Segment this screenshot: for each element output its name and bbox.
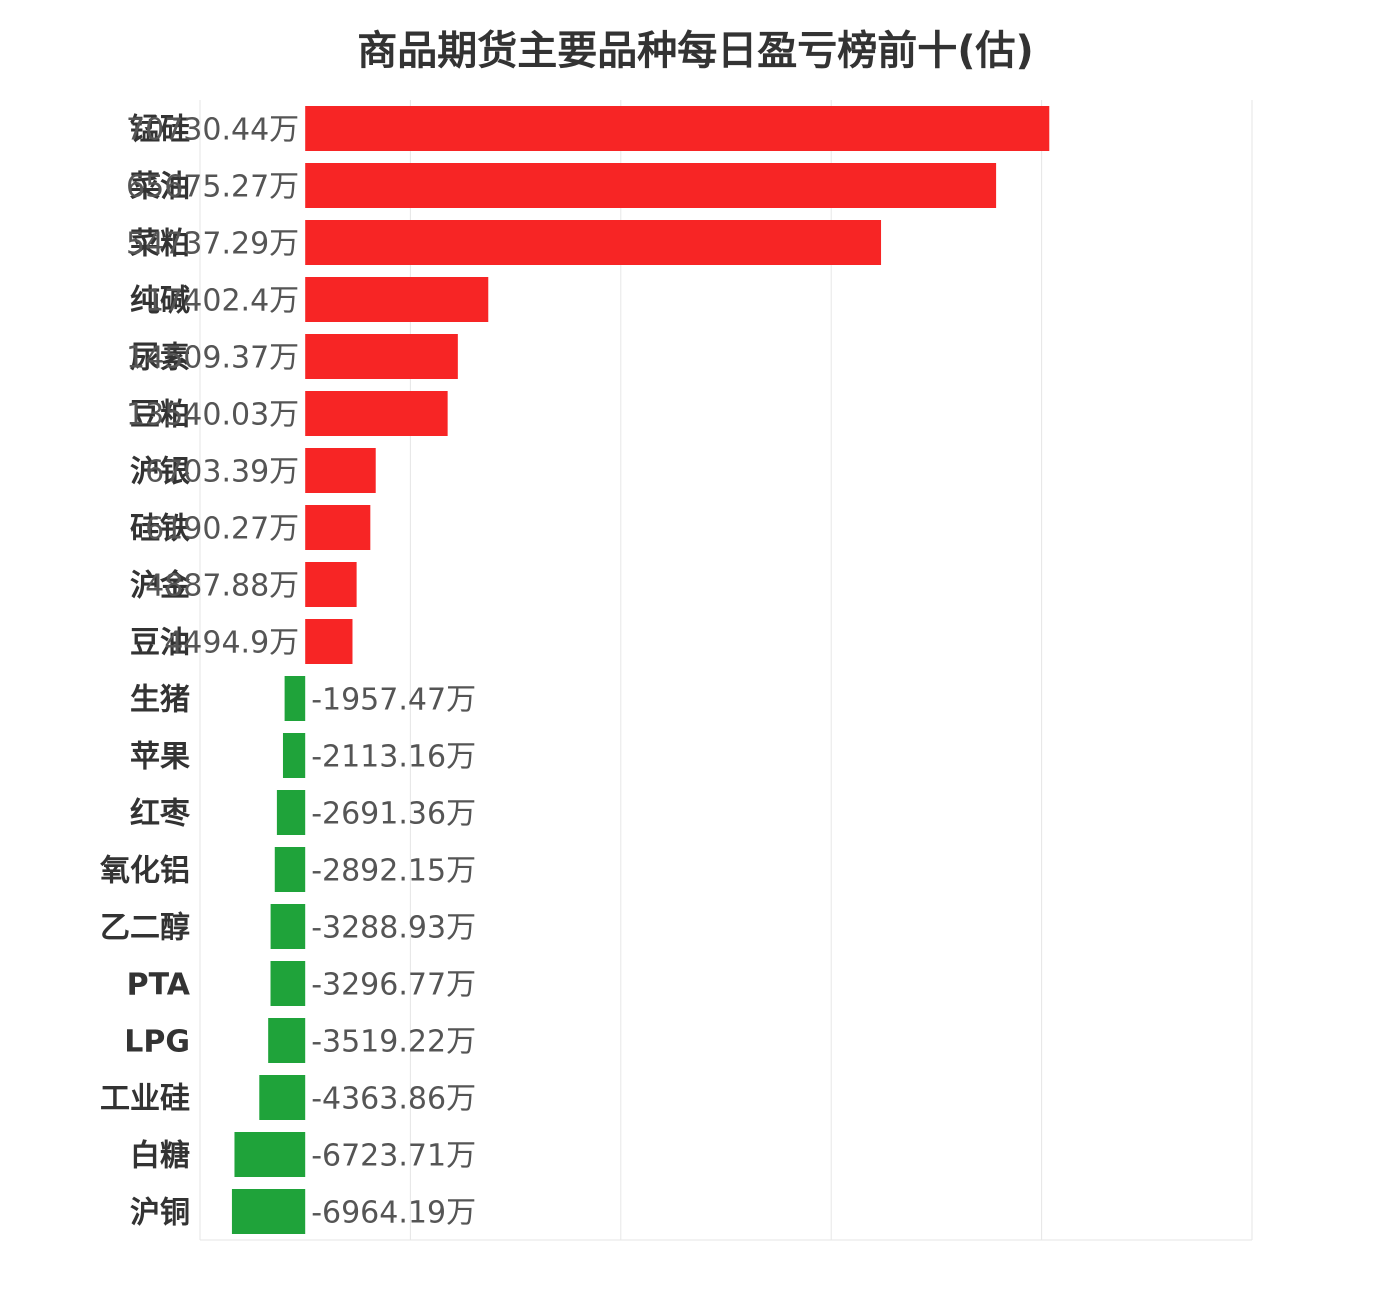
category-label: 氧化铝 xyxy=(100,854,190,889)
value-label: 4887.88万 xyxy=(145,569,299,604)
value-label: -3296.77万 xyxy=(311,968,476,1003)
bar-18 xyxy=(234,1132,306,1177)
value-labels: 70730.44万 65675.27万 54737.29万 17402.4万 14509… xyxy=(126,113,476,1231)
category-label: 沪铜 xyxy=(130,1196,190,1231)
bar-12 xyxy=(276,790,306,835)
category-label: 红枣 xyxy=(130,797,191,832)
category-label: 生猪 xyxy=(130,683,190,718)
grid-lines xyxy=(199,100,1253,1241)
bar-3 xyxy=(305,277,489,322)
value-label: 17402.4万 xyxy=(145,284,299,319)
bar-10 xyxy=(284,676,306,721)
value-label: 65675.27万 xyxy=(126,170,299,205)
category-label: 菜粕 xyxy=(130,227,190,262)
category-label: 白糖 xyxy=(130,1139,190,1174)
bar-16 xyxy=(268,1018,306,1063)
bar-13 xyxy=(274,847,306,892)
bar-2 xyxy=(305,220,882,265)
value-label: 4494.9万 xyxy=(164,626,299,661)
category-label: LPG xyxy=(124,1025,190,1060)
value-label: 14509.37万 xyxy=(126,341,299,376)
bar-11 xyxy=(282,733,306,778)
value-label: -4363.86万 xyxy=(311,1082,476,1117)
bar-0 xyxy=(305,106,1050,151)
bar-4 xyxy=(305,334,458,379)
value-label: -2691.36万 xyxy=(311,797,476,832)
bar-9 xyxy=(305,619,353,664)
value-label: -3519.22万 xyxy=(311,1025,476,1060)
category-label: 纯碱 xyxy=(130,284,190,319)
category-label: 沪金 xyxy=(130,569,191,604)
value-label: -2113.16万 xyxy=(311,740,476,775)
category-label: 豆油 xyxy=(130,626,190,661)
bar-6 xyxy=(305,448,376,493)
value-label: -6964.19万 xyxy=(311,1196,476,1231)
value-label: -6723.71万 xyxy=(311,1139,476,1174)
bar-8 xyxy=(305,562,357,607)
value-label: -2892.15万 xyxy=(311,854,476,889)
bar-7 xyxy=(305,505,371,550)
category-label: 工业硅 xyxy=(100,1082,190,1117)
category-label: 尿素 xyxy=(130,341,190,376)
bar-1 xyxy=(305,163,997,208)
bars xyxy=(231,106,1050,1234)
chart-title: 商品期货主要品种每日盈亏榜前十(估) xyxy=(357,28,1034,74)
value-label: -3288.93万 xyxy=(311,911,476,946)
category-label: PTA xyxy=(127,968,191,1003)
value-label: 6703.39万 xyxy=(145,455,299,490)
category-label: 硅铁 xyxy=(130,512,190,547)
value-label: 54737.29万 xyxy=(126,227,299,262)
bar-19 xyxy=(231,1189,306,1234)
value-label: -1957.47万 xyxy=(311,683,476,718)
category-label: 菜油 xyxy=(130,170,190,205)
category-label: 沪银 xyxy=(130,455,190,490)
category-label: 豆粕 xyxy=(130,398,190,433)
bar-5 xyxy=(305,391,448,436)
bar-17 xyxy=(259,1075,306,1120)
category-label: 锰硅 xyxy=(130,113,190,148)
value-label: 70730.44万 xyxy=(126,113,299,148)
value-label: 6190.27万 xyxy=(145,512,299,547)
bar-14 xyxy=(270,904,306,949)
bar-15 xyxy=(270,961,306,1006)
value-label: 13540.03万 xyxy=(126,398,299,433)
category-label: 乙二醇 xyxy=(100,911,190,946)
category-label: 苹果 xyxy=(130,740,190,775)
